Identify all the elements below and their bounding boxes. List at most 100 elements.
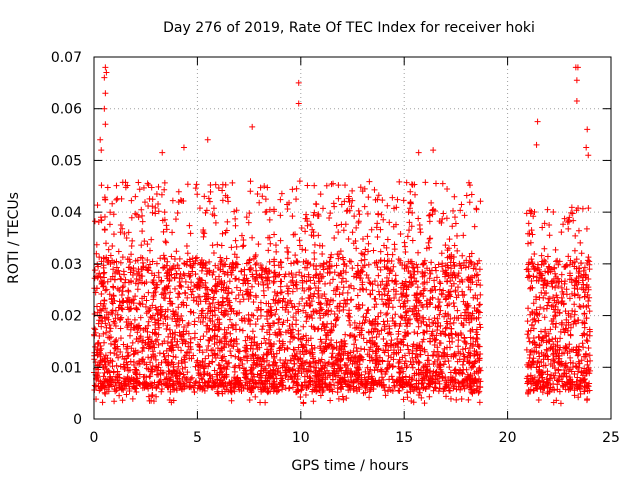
data-point — [352, 238, 359, 245]
data-point — [163, 381, 170, 388]
data-point — [542, 326, 549, 333]
data-point — [338, 201, 345, 208]
data-point — [212, 219, 219, 226]
data-point — [476, 257, 483, 264]
data-point — [397, 303, 404, 310]
data-point — [208, 286, 215, 293]
data-point — [318, 338, 325, 345]
data-point — [252, 393, 259, 400]
data-point — [321, 359, 328, 366]
data-point — [279, 342, 286, 349]
data-point — [187, 383, 194, 390]
data-point — [312, 382, 319, 389]
data-point — [315, 299, 322, 306]
data-point — [320, 260, 327, 267]
data-point — [223, 295, 230, 302]
data-point — [586, 380, 593, 387]
data-point — [368, 226, 375, 233]
data-point — [442, 242, 449, 249]
data-point — [439, 180, 446, 187]
data-point — [405, 209, 412, 216]
data-point — [167, 376, 174, 383]
data-point — [415, 298, 422, 305]
data-point — [97, 300, 104, 307]
data-point — [153, 384, 160, 391]
data-point — [466, 259, 473, 266]
data-point — [258, 367, 265, 374]
data-point — [308, 323, 315, 330]
data-point — [472, 377, 479, 384]
data-point — [282, 384, 289, 391]
data-point — [259, 267, 266, 274]
data-point — [246, 378, 253, 385]
data-point — [225, 359, 232, 366]
data-point — [448, 253, 455, 260]
data-point — [198, 375, 205, 382]
data-point — [337, 248, 344, 255]
data-point — [250, 380, 257, 387]
data-point — [108, 296, 115, 303]
data-point — [474, 271, 481, 278]
y-tick-label: 0.03 — [51, 257, 82, 273]
data-point — [394, 196, 401, 203]
data-point — [435, 388, 442, 395]
data-point — [176, 291, 183, 298]
data-point — [160, 350, 167, 357]
data-point — [222, 287, 229, 294]
data-point — [232, 362, 239, 369]
data-point — [364, 210, 371, 217]
data-point — [107, 325, 114, 332]
data-point — [271, 231, 278, 238]
data-point — [419, 338, 426, 345]
data-point — [442, 262, 449, 269]
data-point — [324, 384, 331, 391]
data-point — [423, 328, 430, 335]
data-point — [148, 315, 155, 322]
data-point — [400, 396, 407, 403]
data-point — [251, 359, 258, 366]
data-point — [541, 245, 548, 252]
data-point — [136, 300, 143, 307]
data-point — [461, 291, 468, 298]
data-point — [117, 335, 124, 342]
data-point — [399, 384, 406, 391]
data-point — [267, 303, 274, 310]
data-point — [357, 268, 364, 275]
data-point — [430, 360, 437, 367]
data-point — [356, 274, 363, 281]
data-point — [533, 141, 540, 148]
data-point — [209, 308, 216, 315]
data-point — [355, 324, 362, 331]
data-point — [130, 376, 137, 383]
data-point — [133, 275, 140, 282]
data-point — [273, 248, 280, 255]
x-axis-label: GPS time / hours — [291, 458, 408, 474]
data-point — [308, 342, 315, 349]
data-point — [446, 364, 453, 371]
data-point — [290, 282, 297, 289]
data-point — [96, 361, 103, 368]
data-point — [461, 309, 468, 316]
data-point — [275, 272, 282, 279]
data-point — [91, 267, 98, 274]
data-point — [310, 232, 317, 239]
data-point — [257, 312, 264, 319]
data-point — [132, 293, 139, 300]
data-point — [460, 298, 467, 305]
data-point — [525, 240, 532, 247]
data-point — [219, 187, 226, 194]
data-point — [580, 286, 587, 293]
data-point — [95, 273, 102, 280]
data-point — [119, 353, 126, 360]
data-point — [384, 358, 391, 365]
data-point — [401, 239, 408, 246]
data-point — [363, 271, 370, 278]
data-point — [471, 261, 478, 268]
data-point — [451, 314, 458, 321]
data-point — [161, 186, 168, 193]
data-point — [558, 319, 565, 326]
data-point — [155, 324, 162, 331]
data-point — [457, 207, 464, 214]
data-point — [128, 251, 135, 258]
data-point — [239, 327, 246, 334]
